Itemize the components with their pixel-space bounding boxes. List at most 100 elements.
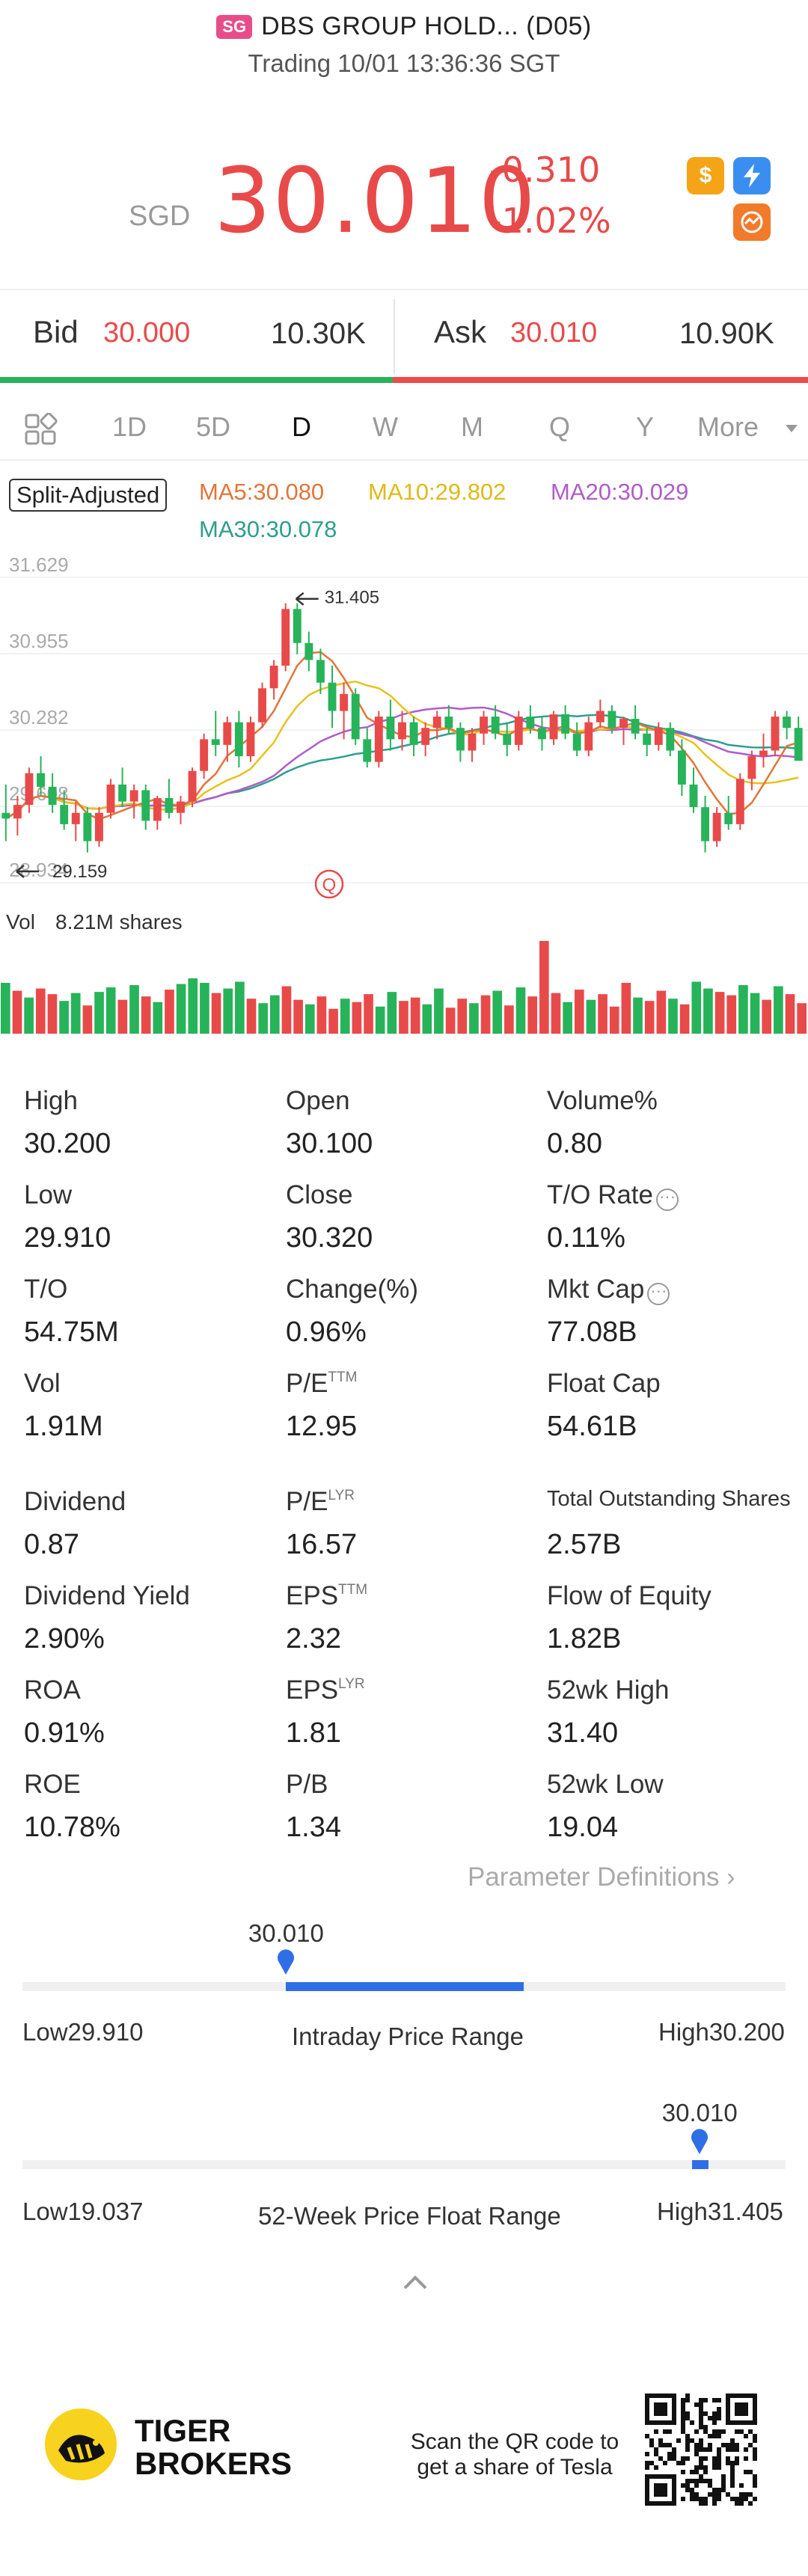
candle-body — [246, 722, 255, 757]
52week-title: 52-Week Price Float Range — [258, 2202, 561, 2230]
volume-bar — [399, 1001, 408, 1034]
more-info-icon[interactable]: ··· — [655, 1189, 679, 1211]
candle-body — [689, 784, 698, 808]
candle-body — [234, 722, 243, 757]
candle-body — [631, 719, 640, 734]
divider — [0, 459, 808, 461]
stat-label-text: Change(%) — [286, 1275, 419, 1304]
volume-bar — [24, 997, 34, 1034]
stat-value: 1.81 — [286, 1717, 341, 1749]
qr-module — [645, 2434, 649, 2438]
qr-module — [703, 2398, 708, 2402]
ask-price: 30.010 — [510, 317, 598, 349]
tab-d[interactable]: D — [292, 411, 311, 442]
candle-body — [538, 728, 546, 740]
market-badge: SG — [216, 14, 253, 39]
tab-5d[interactable]: 5D — [196, 411, 231, 442]
tab-m[interactable]: M — [461, 411, 483, 442]
candle-body — [794, 728, 803, 761]
volume-bar — [304, 1004, 315, 1034]
parameter-definitions-link[interactable]: Parameter Definitions › — [468, 1862, 735, 1892]
qr-module — [676, 2438, 681, 2443]
stat-label: Total Outstanding Shares — [547, 1487, 791, 1512]
qr-module — [699, 2474, 703, 2479]
qr-module — [681, 2407, 685, 2411]
qr-module — [699, 2461, 703, 2465]
stat-value: 1.82B — [547, 1623, 622, 1655]
volume-bar — [12, 990, 22, 1034]
chevron-down-icon[interactable] — [784, 423, 799, 434]
stat-label: ROA — [24, 1675, 81, 1705]
dollar-icon[interactable]: $ — [687, 157, 724, 194]
candle-body — [118, 784, 127, 802]
candle-body — [724, 812, 733, 824]
qr-module — [726, 2456, 730, 2461]
qr-module — [645, 2452, 649, 2456]
intraday-fill — [285, 1982, 524, 1991]
qr-module — [667, 2443, 672, 2447]
stat-label-text: Dividend Yield — [24, 1581, 190, 1610]
divider — [0, 289, 808, 290]
tab-y[interactable]: Y — [636, 411, 655, 442]
price-change: -0.310 — [489, 150, 601, 190]
qr-module — [739, 2492, 744, 2497]
tab-1d[interactable]: 1D — [112, 411, 147, 442]
more-info-icon[interactable]: ··· — [647, 1283, 670, 1305]
title-row[interactable]: SG DBS GROUP HOLD... (D05) — [0, 12, 808, 41]
tab-more[interactable]: More — [697, 411, 759, 442]
volume-bar — [316, 996, 327, 1034]
volume-bar — [515, 987, 526, 1034]
split-adjusted-button[interactable]: Split-Adjusted — [9, 479, 168, 512]
candle-body — [526, 717, 535, 729]
qr-module — [730, 2443, 735, 2447]
qr-module — [699, 2411, 703, 2416]
stat-label: 52wk Low — [547, 1770, 664, 1800]
lightning-icon[interactable] — [733, 157, 771, 194]
qr-module — [735, 2461, 739, 2465]
chevron-up-icon[interactable] — [403, 2274, 428, 2290]
stat-label-text: Total Outstanding Shares — [547, 1487, 791, 1511]
candle-body — [328, 682, 337, 711]
ask-quantity: 10.90K — [679, 317, 774, 350]
qr-module — [694, 2479, 699, 2483]
candle-body — [211, 739, 220, 745]
stat-value: 0.87 — [24, 1529, 79, 1560]
bid-quantity: 10.30K — [271, 317, 366, 350]
stat-value: 30.200 — [24, 1128, 111, 1159]
stat-label: Close — [286, 1180, 352, 1210]
tab-w[interactable]: W — [373, 411, 398, 442]
candle-body — [25, 773, 34, 806]
qr-module — [690, 2488, 694, 2492]
volume-bar — [621, 983, 631, 1034]
intraday-low: Low29.910 — [22, 2018, 143, 2046]
candle-body — [177, 801, 185, 813]
stat-label-superscript: TTM — [328, 1370, 358, 1385]
stat-label-text: P/E — [286, 1487, 328, 1516]
qr-module — [694, 2497, 699, 2501]
chart-swap-glyph — [741, 211, 763, 233]
qr-module — [699, 2443, 703, 2447]
stat-value: 77.08B — [547, 1316, 637, 1348]
qr-module — [690, 2492, 694, 2497]
tab-q[interactable]: Q — [549, 411, 571, 442]
intraday-high-value: 30.200 — [708, 2018, 785, 2046]
stat-label: Low — [24, 1180, 72, 1210]
qr-module — [748, 2443, 753, 2447]
qr-module — [699, 2465, 703, 2470]
volume-bar — [223, 988, 233, 1034]
qr-module — [699, 2416, 703, 2420]
candle-body — [409, 722, 418, 745]
chart-swap-icon[interactable] — [733, 203, 771, 241]
stat-label-text: T/O Rate — [547, 1180, 653, 1209]
grid-layout-icon[interactable] — [24, 413, 58, 447]
52week-high-label: High — [657, 2198, 708, 2225]
qr-module — [730, 2483, 735, 2488]
qr-module — [703, 2411, 708, 2416]
qr-module — [721, 2488, 726, 2492]
qr-module — [703, 2497, 708, 2501]
qr-module — [694, 2402, 699, 2407]
candlestick-chart[interactable]: 31.62930.95530.28229.60828.93431.40529.1… — [0, 553, 808, 1040]
qr-module — [685, 2456, 690, 2461]
ask-label: Ask — [434, 314, 487, 349]
volume-bar — [539, 941, 549, 1034]
